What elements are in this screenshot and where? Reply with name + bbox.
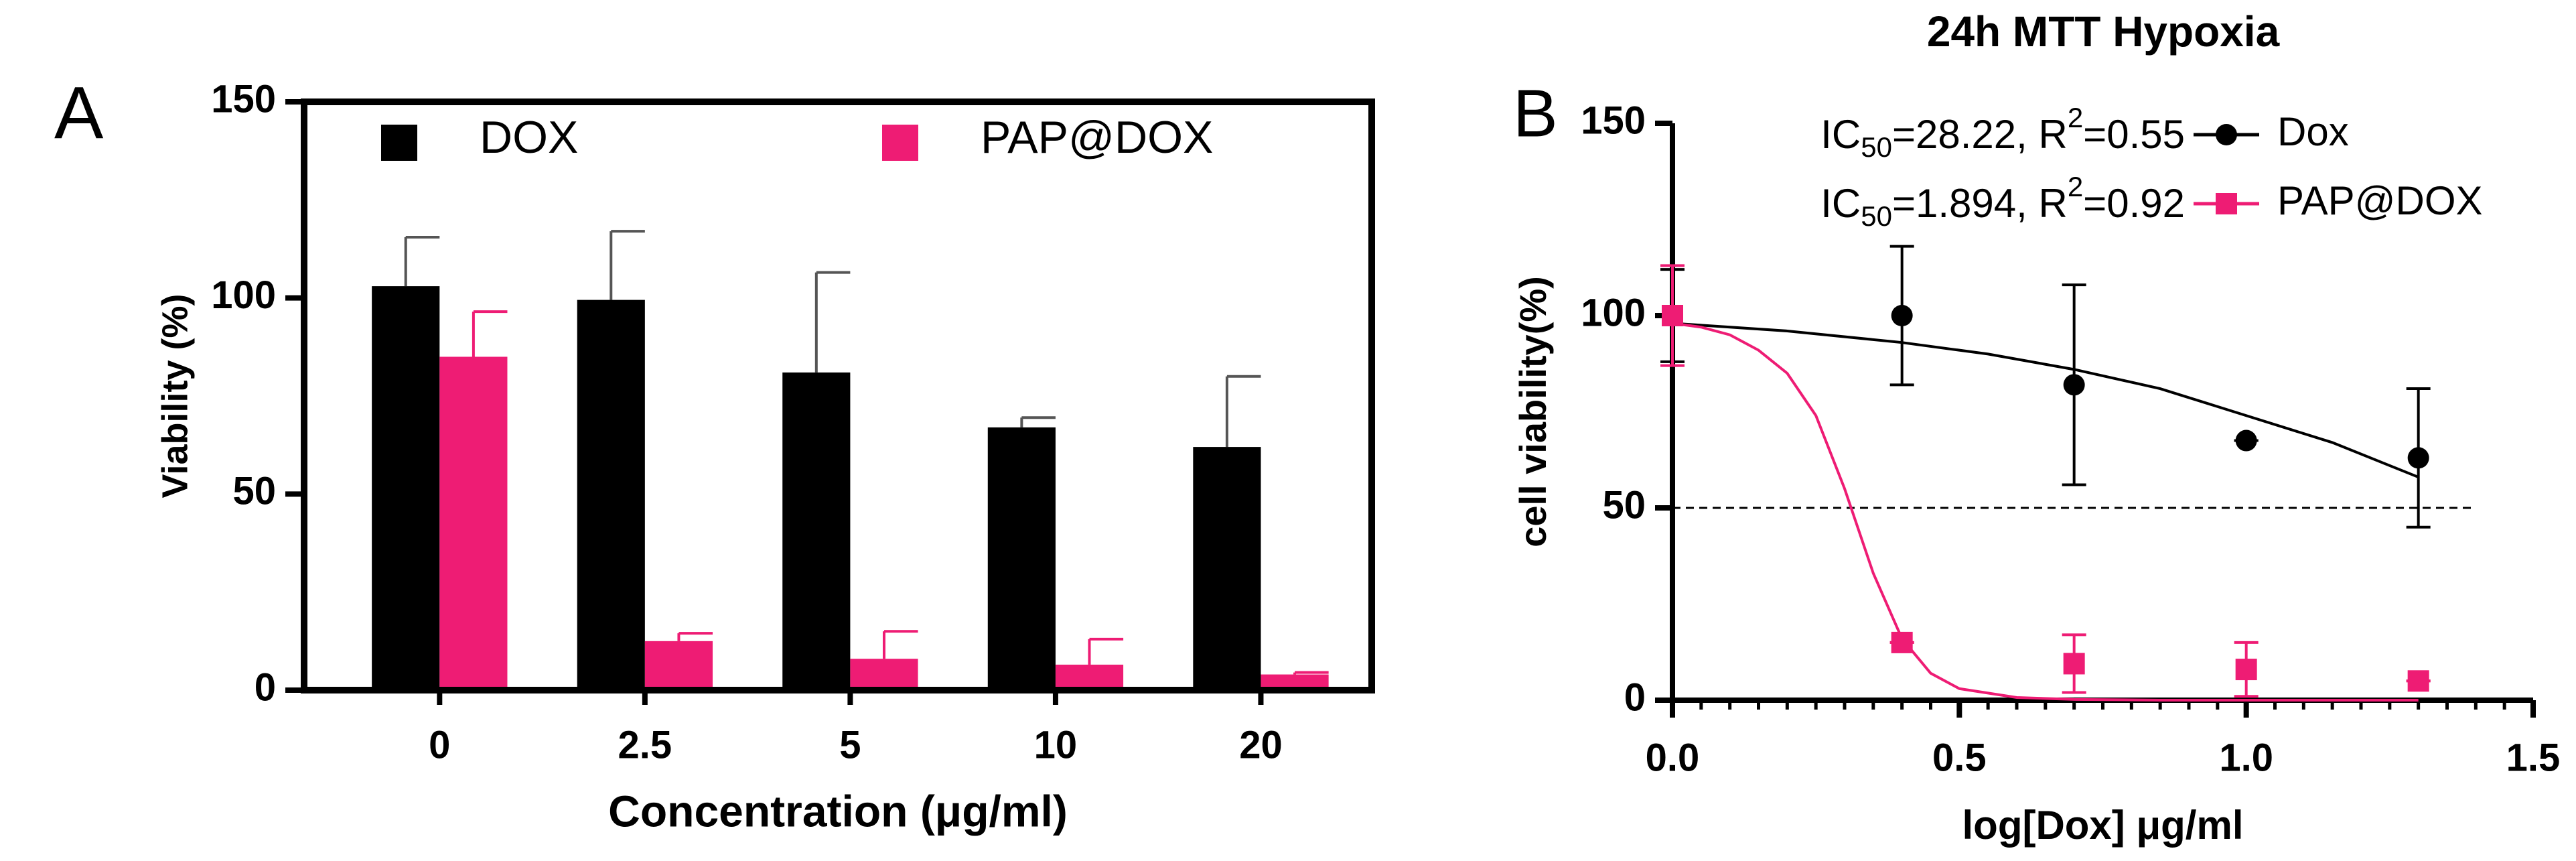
annotation: IC50=28.22, R2=0.55 xyxy=(1820,102,2185,163)
annotation-part: 2 xyxy=(2068,171,2083,202)
y-tick-label: 100 xyxy=(1581,291,1646,334)
y-tick-label: 50 xyxy=(1602,483,1646,527)
plot-frame xyxy=(301,98,1375,693)
legend-swatch xyxy=(882,125,918,161)
y-tick-label: 150 xyxy=(1581,98,1646,142)
chart-title: 24h MTT Hypoxia xyxy=(1927,7,2280,56)
panel-label: A xyxy=(54,72,104,154)
bar xyxy=(1193,447,1261,690)
annotation: IC50=1.894, R2=0.92 xyxy=(1820,171,2185,232)
annotation-part: =0.55 xyxy=(2083,112,2185,157)
bar xyxy=(1055,664,1124,690)
legend-label: PAP@DOX xyxy=(2277,178,2483,223)
bar xyxy=(850,659,918,690)
y-tick-label: 0 xyxy=(255,665,276,709)
legend-label: Dox xyxy=(2277,109,2349,154)
bar xyxy=(644,641,713,690)
legend-marker xyxy=(2216,124,2237,145)
x-tick-label: 20 xyxy=(1239,723,1283,767)
marker xyxy=(2235,659,2257,681)
bar xyxy=(782,372,851,690)
x-tick-label: 10 xyxy=(1034,723,1078,767)
x-axis-label: Concentration (μg/ml) xyxy=(608,786,1068,836)
annotation-part: =28.22, R xyxy=(1892,112,2068,157)
x-tick-label: 0 xyxy=(429,723,450,767)
y-axis-label: cell viability(%) xyxy=(1512,276,1554,547)
y-tick-label: 0 xyxy=(1624,675,1646,719)
bar xyxy=(987,427,1056,690)
bar xyxy=(1261,674,1329,690)
marker xyxy=(1891,305,1913,326)
marker xyxy=(2235,429,2257,452)
annotation-part: IC xyxy=(1820,112,1861,157)
panel-label: B xyxy=(1513,76,1558,151)
marker xyxy=(1891,631,1913,653)
fit-curve xyxy=(1672,322,2419,702)
legend-label: PAP@DOX xyxy=(981,112,1213,163)
x-axis-label: log[Dox] μg/ml xyxy=(1962,803,2244,848)
marker xyxy=(2407,670,2429,692)
fit-curve xyxy=(1672,322,2419,478)
x-tick-label: 2.5 xyxy=(618,723,672,767)
x-tick-label: 1.0 xyxy=(2219,736,2273,779)
marker xyxy=(2063,374,2085,396)
annotation-part: =1.894, R xyxy=(1892,181,2068,226)
legend-swatch xyxy=(381,125,417,161)
y-tick-label: 150 xyxy=(211,77,276,121)
marker xyxy=(1662,305,1683,326)
bar xyxy=(439,356,508,690)
legend-label: DOX xyxy=(480,112,578,163)
annotation-part: 2 xyxy=(2068,102,2083,133)
y-axis-label: Viability (%) xyxy=(155,293,195,498)
annotation-part: =0.92 xyxy=(2083,181,2185,226)
x-tick-label: 0.0 xyxy=(1646,736,1700,779)
bar xyxy=(372,286,440,690)
legend-marker xyxy=(2216,193,2237,214)
x-tick-label: 5 xyxy=(839,723,861,767)
y-tick-label: 100 xyxy=(211,273,276,317)
y-tick-label: 50 xyxy=(232,470,276,513)
marker xyxy=(2063,653,2085,675)
annotation-part: 50 xyxy=(1861,131,1892,163)
annotation-part: 50 xyxy=(1861,200,1892,232)
x-tick-label: 1.5 xyxy=(2506,736,2561,779)
annotation-part: IC xyxy=(1820,181,1861,226)
x-tick-label: 0.5 xyxy=(1932,736,1987,779)
bar xyxy=(577,300,645,690)
marker xyxy=(2407,447,2429,469)
